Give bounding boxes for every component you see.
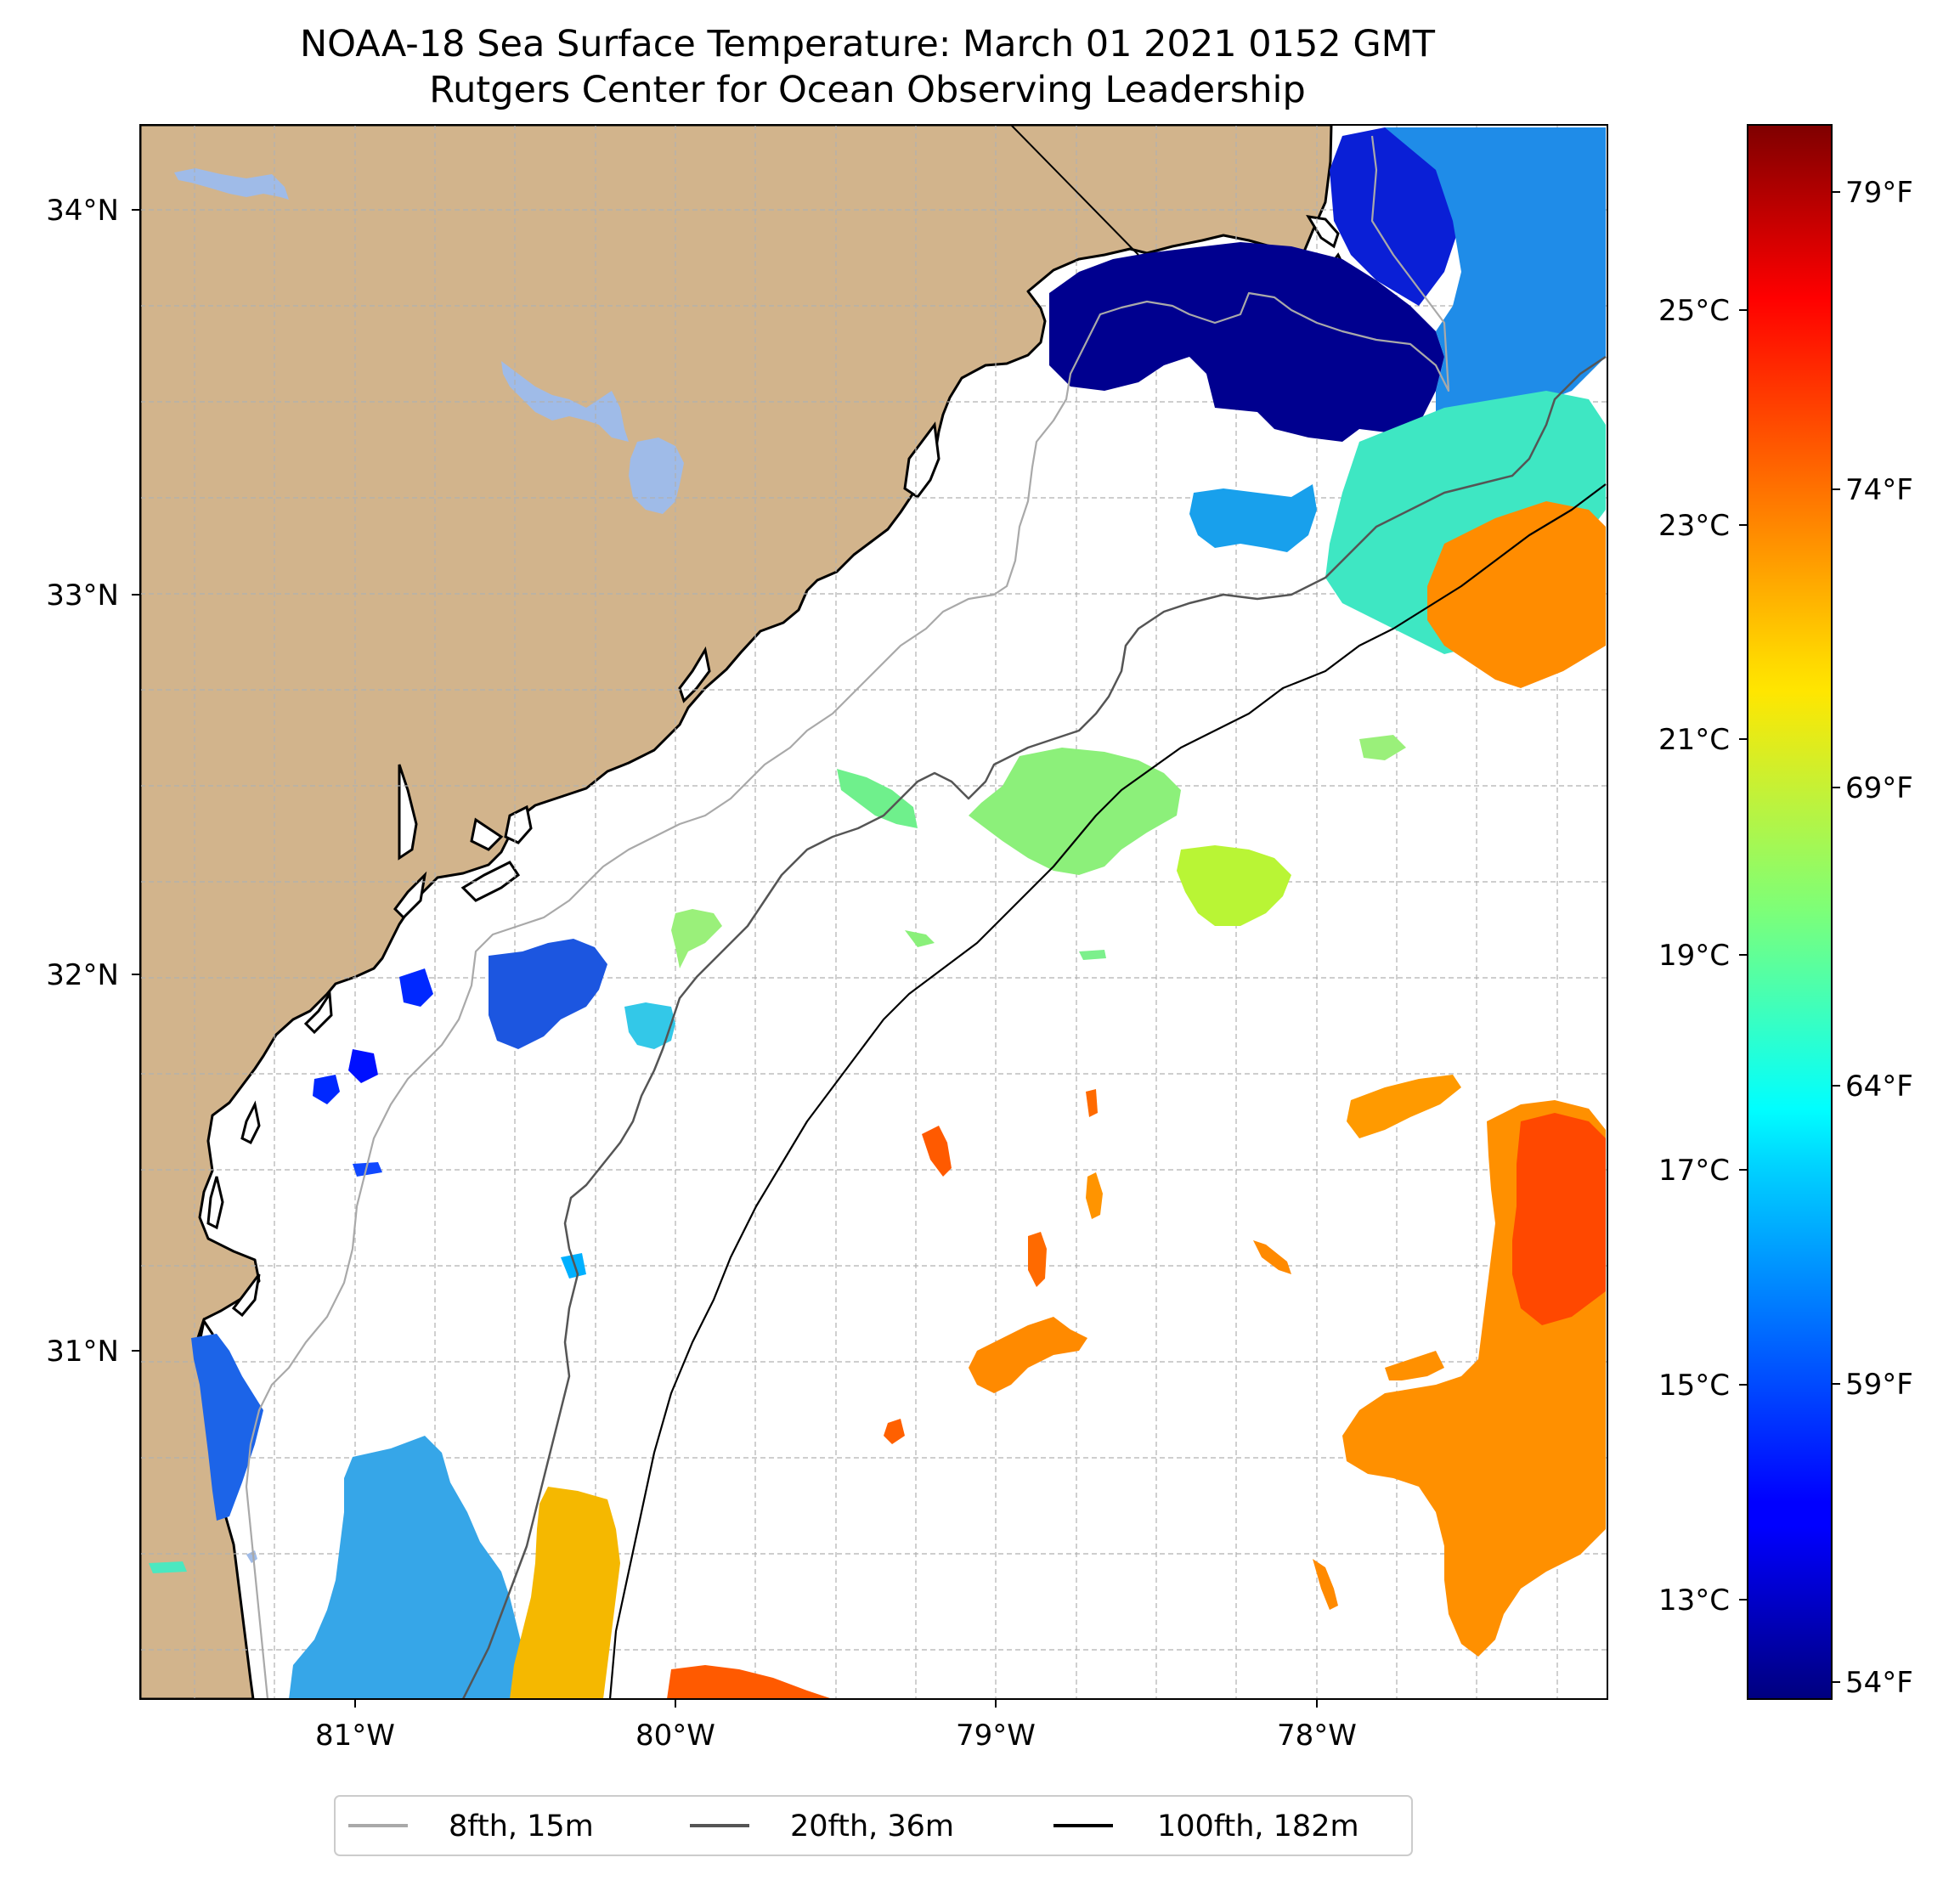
sst-blue-lobe bbox=[1189, 484, 1317, 552]
celsius-label-15: 15°C bbox=[1658, 1369, 1730, 1403]
sst-red-east bbox=[1512, 1113, 1606, 1325]
sst-blue-small-1 bbox=[399, 968, 433, 1007]
lon-label-80: 80°W bbox=[635, 1719, 715, 1753]
legend-label-8fth: 8fth, 15m bbox=[449, 1809, 594, 1843]
celsius-label-23: 23°C bbox=[1658, 509, 1730, 543]
sst-blue-coastal bbox=[489, 939, 607, 1049]
fahrenheit-label-79: 79°F bbox=[1845, 176, 1913, 210]
sst-orange-mid-8 bbox=[1313, 1559, 1338, 1610]
lon-label-78: 78°W bbox=[1277, 1719, 1357, 1753]
sst-blue-small-2 bbox=[348, 1049, 378, 1083]
legend-label-20fth: 20fth, 36m bbox=[790, 1809, 954, 1843]
sst-cold-patch-north bbox=[1049, 242, 1444, 442]
sst-patches bbox=[149, 127, 1606, 1699]
sst-blue-small-3 bbox=[313, 1075, 340, 1104]
lat-label-32: 32°N bbox=[46, 958, 119, 992]
fahrenheit-label-54: 54°F bbox=[1845, 1666, 1913, 1700]
isobaths bbox=[245, 135, 1607, 1699]
axis-ticks bbox=[132, 209, 1318, 1708]
sst-green-central bbox=[969, 748, 1181, 875]
isobath-20fth bbox=[461, 355, 1607, 1699]
sst-cold-patch-north-2 bbox=[1330, 127, 1461, 306]
sst-orange-mid-9 bbox=[1385, 1351, 1444, 1380]
sst-blue-cyan-northeast bbox=[1385, 127, 1606, 442]
sst-warm-southwest bbox=[510, 1487, 620, 1699]
sst-green-small bbox=[671, 909, 722, 968]
sst-cyan-small bbox=[149, 1561, 187, 1573]
state-border bbox=[1010, 125, 1139, 256]
sst-green-west bbox=[837, 769, 918, 828]
sst-blue-small-4 bbox=[353, 1162, 382, 1177]
legend-box bbox=[334, 1795, 1413, 1856]
legend: 8fth, 15m 20fth, 36m 100fth, 182m bbox=[334, 1795, 1413, 1856]
title-line-2: Rutgers Center for Ocean Observing Leade… bbox=[429, 69, 1306, 111]
lat-label-34: 34°N bbox=[46, 194, 119, 228]
celsius-label-21: 21°C bbox=[1658, 723, 1730, 757]
title-line-1: NOAA-18 Sea Surface Temperature: March 0… bbox=[300, 23, 1436, 65]
sst-cyan-coastal bbox=[624, 1002, 675, 1049]
fahrenheit-label-74: 74°F bbox=[1845, 473, 1913, 507]
sst-orange-mid-6 bbox=[884, 1419, 905, 1444]
celsius-label-19: 19°C bbox=[1658, 939, 1730, 973]
lon-label-81: 81°W bbox=[315, 1719, 395, 1753]
map-panel bbox=[140, 125, 1607, 1699]
lat-label-31: 31°N bbox=[46, 1335, 119, 1369]
sst-orange-east-1 bbox=[1347, 1075, 1461, 1138]
sst-blue-south-coast bbox=[191, 1334, 263, 1521]
celsius-label-13: 13°C bbox=[1658, 1584, 1730, 1617]
colorbar-ticks bbox=[1739, 191, 1840, 1683]
sst-yellowgreen-east bbox=[1177, 845, 1291, 926]
celsius-label-25: 25°C bbox=[1658, 294, 1730, 328]
isobath-100fth bbox=[608, 483, 1607, 1699]
colorbar bbox=[1747, 124, 1833, 1700]
sst-green-small-3 bbox=[1079, 950, 1106, 960]
lon-label-79: 79°W bbox=[956, 1719, 1036, 1753]
celsius-label-17: 17°C bbox=[1658, 1154, 1730, 1188]
sst-green-small-2 bbox=[905, 930, 935, 947]
fahrenheit-label-59: 59°F bbox=[1845, 1368, 1913, 1402]
sst-warm-northeast bbox=[1427, 501, 1606, 688]
sst-orange-south bbox=[667, 1665, 833, 1699]
sst-orange-mid-2 bbox=[1028, 1232, 1047, 1287]
lat-label-33: 33°N bbox=[46, 579, 119, 613]
sst-green-small-4 bbox=[1359, 735, 1406, 760]
sst-blue-southwest bbox=[289, 1436, 527, 1699]
sst-orange-mid-3 bbox=[922, 1126, 952, 1177]
fahrenheit-label-69: 69°F bbox=[1845, 771, 1913, 805]
sst-orange-mid-1 bbox=[969, 1317, 1087, 1393]
map-frame bbox=[139, 124, 1608, 1700]
sst-orange-mid-5 bbox=[1253, 1240, 1291, 1274]
sst-orange-mid-7 bbox=[1086, 1089, 1098, 1117]
fahrenheit-label-64: 64°F bbox=[1845, 1070, 1913, 1104]
legend-label-100fth: 100fth, 182m bbox=[1157, 1809, 1359, 1843]
isobath-8fth bbox=[245, 135, 1450, 1699]
sst-blue-small-5 bbox=[561, 1253, 586, 1279]
sst-orange-mid-4 bbox=[1086, 1172, 1103, 1219]
